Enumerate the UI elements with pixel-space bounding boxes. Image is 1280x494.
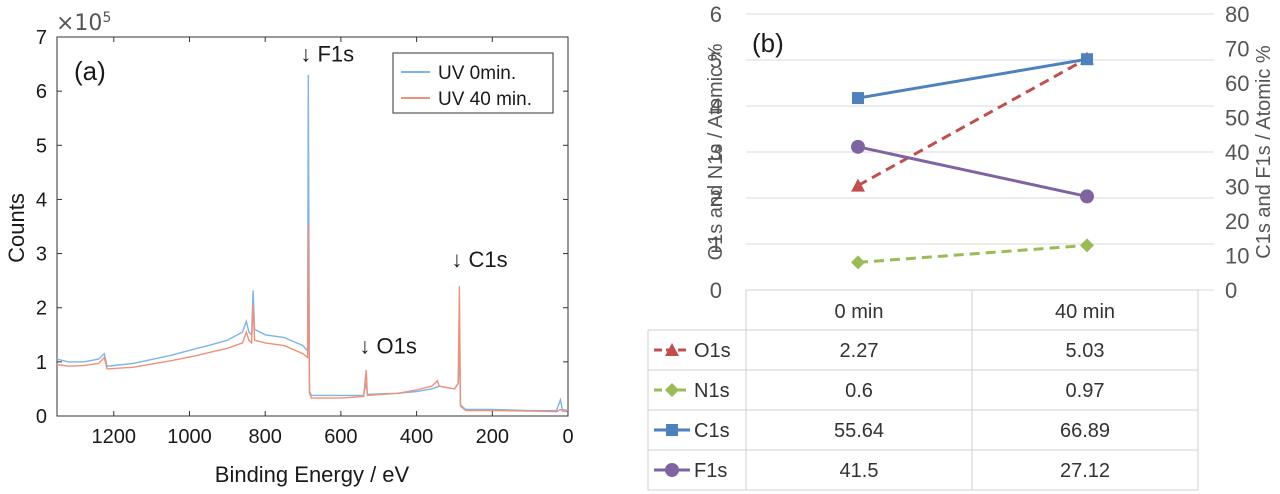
- y-tick-label: 7: [36, 27, 47, 49]
- panel-b-gridlines: [746, 13, 1214, 291]
- table-row-label: C1s: [694, 420, 730, 442]
- y-right-tick-label: 60: [1225, 71, 1249, 96]
- y-left-tick-label: 2: [710, 186, 722, 211]
- legend-label-uv0: UV 0min.: [438, 63, 516, 84]
- panel-b-series-group: [851, 51, 1094, 270]
- y-tick-label: 3: [36, 244, 47, 266]
- panel-b-ylabel-left: O1s and N1s / Atomic %: [705, 43, 727, 260]
- x-tick-label: 0: [562, 426, 573, 448]
- panel-a-y-multiplier: ×105: [56, 10, 111, 36]
- table-cell: 66.89: [1060, 420, 1110, 442]
- table-legend-marker-n1s: [665, 383, 679, 397]
- y-multiplier-exponent: 5: [102, 10, 111, 26]
- table-row-label: N1s: [694, 380, 730, 402]
- table-cell: 2.27: [840, 340, 879, 362]
- panel-a-legend: UV 0min. UV 40 min.: [392, 52, 554, 114]
- legend-box: [392, 52, 554, 114]
- y-tick-label: 2: [36, 298, 47, 320]
- x-tick-label: 200: [476, 426, 509, 448]
- y-tick-label: 5: [36, 135, 47, 157]
- y-left-tick-label: 4: [710, 94, 722, 119]
- panel-b-data-table: 0 min 40 min O1s 2.27 5.03 N1s 0.6 0.97 C1s 55.64…: [647, 289, 1199, 491]
- x-tick-label: 400: [400, 426, 433, 448]
- table-cell: 0.97: [1066, 380, 1105, 402]
- panel-a-xlabel: Binding Energy / eV: [215, 462, 410, 487]
- x-tick-label: 600: [324, 426, 357, 448]
- peak-annotation: ↓ C1s: [451, 247, 507, 272]
- table-cell: 5.03: [1066, 340, 1105, 362]
- y-left-tick-label: 5: [710, 48, 722, 73]
- x-tick-label: 1200: [92, 426, 137, 448]
- data-point-n1s-0: [851, 255, 865, 270]
- y-left-tick-label: 0: [710, 278, 722, 303]
- data-point-c1s-0: [852, 92, 864, 105]
- x-tick-label: 1000: [167, 426, 212, 448]
- series-line-c1s: [857, 57, 1088, 100]
- legend-label-uv40: UV 40 min.: [438, 89, 532, 110]
- data-point-n1s-1: [1080, 238, 1094, 253]
- y-multiplier-base: ×10: [56, 11, 102, 36]
- table-row-label: O1s: [694, 340, 731, 362]
- table-legend-marker-f1s: [665, 463, 679, 477]
- panel-a-annotations: ↓ F1s ↓ O1s ↓ C1s: [300, 41, 507, 358]
- table-header-cell: 40 min: [1055, 301, 1115, 323]
- panel-a-label: (a): [74, 56, 106, 86]
- panel-a-axes: 1200 1000 800 600 400 200 0 0 1 2 3 4 5 6 7: [36, 27, 574, 448]
- table-cell: 55.64: [834, 420, 884, 442]
- table-legend-marker-c1s: [666, 424, 678, 436]
- y-right-tick-label: 50: [1225, 106, 1249, 131]
- y-right-tick-label: 0: [1225, 278, 1237, 303]
- panel-b-label: (b): [752, 28, 784, 58]
- series-line-f1s: [857, 145, 1088, 198]
- series-line-uv-40min: [56, 223, 569, 413]
- panel-a-ylabel: Counts: [4, 193, 29, 263]
- y-tick-label: 0: [36, 406, 47, 428]
- data-point-c1s-1: [1081, 53, 1093, 66]
- y-right-tick-label: 20: [1225, 209, 1249, 234]
- table-row-label: F1s: [694, 460, 727, 482]
- y-tick-label: 1: [36, 352, 47, 374]
- table-cell: 27.12: [1060, 460, 1110, 482]
- panel-a-series-group: [56, 74, 569, 413]
- data-point-o1s-0: [851, 178, 865, 192]
- y-right-tick-label: 30: [1225, 175, 1249, 200]
- y-right-tick-label: 10: [1225, 244, 1249, 269]
- y-tick-label: 4: [36, 189, 47, 211]
- series-line-o1s: [857, 57, 1088, 187]
- x-tick-label: 800: [248, 426, 281, 448]
- peak-annotation: ↓ O1s: [359, 334, 416, 359]
- y-right-tick-label: 80: [1225, 2, 1249, 27]
- data-point-f1s-1: [1080, 189, 1094, 204]
- data-point-f1s-0: [851, 139, 865, 154]
- table-legend-marker-o1s: [665, 343, 679, 356]
- table-cell: 0.6: [845, 380, 873, 402]
- panel-b-ylabel-right: C1s and F1s / Atomic %: [1253, 45, 1275, 259]
- table-cell: 41.5: [840, 460, 879, 482]
- y-left-tick-label: 6: [710, 2, 722, 27]
- y-left-tick-label: 3: [710, 140, 722, 165]
- y-right-tick-label: 40: [1225, 140, 1249, 165]
- series-line-n1s: [857, 243, 1088, 264]
- table-header-cell: 0 min: [835, 301, 884, 323]
- peak-annotation: ↓ F1s: [300, 41, 354, 66]
- y-tick-label: 6: [36, 81, 47, 103]
- y-left-tick-label: 1: [710, 232, 722, 257]
- y-right-tick-label: 70: [1225, 37, 1249, 62]
